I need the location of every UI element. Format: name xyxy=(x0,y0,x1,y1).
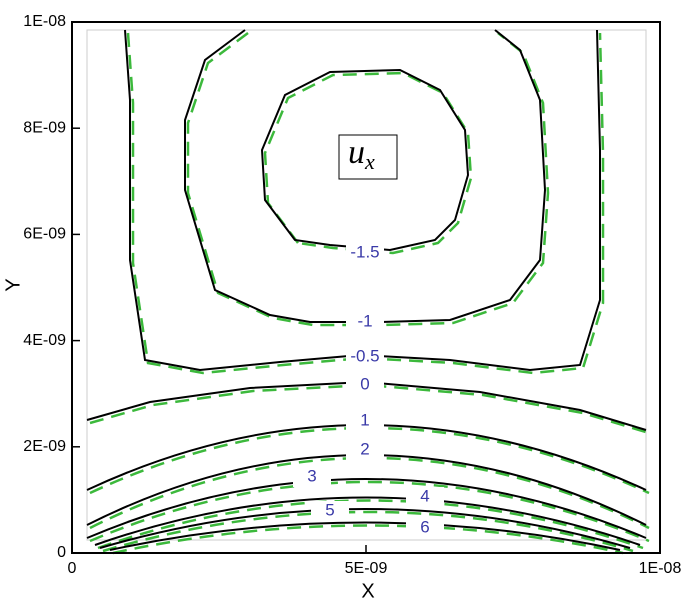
contour-line xyxy=(86,454,647,526)
contour-line xyxy=(97,499,644,550)
y-axis-title: Y xyxy=(2,278,24,291)
annotation-subscript: x xyxy=(364,149,375,174)
contour-line xyxy=(89,480,650,543)
contours: -1.5 -1 -0.5 0 1 2 3 4 5 6 xyxy=(86,29,650,555)
contour-label: 3 xyxy=(307,466,316,485)
x-axis-title: X xyxy=(361,580,374,602)
contour-label: 5 xyxy=(325,500,334,519)
contour-label: 2 xyxy=(360,439,369,458)
annotation-base: u xyxy=(348,134,365,171)
y-tick-label: 6E-09 xyxy=(23,226,66,243)
y-tick-label: 2E-09 xyxy=(23,438,66,455)
label-bg xyxy=(346,440,384,460)
label-bg xyxy=(406,487,444,507)
label-bg xyxy=(346,243,384,263)
x-tick-label: 0 xyxy=(68,560,77,577)
label-bg xyxy=(406,518,444,538)
contour-line xyxy=(99,508,631,549)
contour-line xyxy=(112,524,624,555)
contour-label: -0.5 xyxy=(350,346,379,365)
label-bg xyxy=(346,411,384,431)
label-bg xyxy=(311,501,349,521)
x-tick-label: 5E-09 xyxy=(345,560,388,577)
contour-line xyxy=(260,68,470,252)
x-tick-label: 1E-08 xyxy=(639,560,682,577)
contour-label: 0 xyxy=(360,374,369,393)
contour-label: 4 xyxy=(420,486,429,505)
contour-line xyxy=(263,71,473,255)
annotation: ux xyxy=(348,134,375,174)
label-bg xyxy=(346,347,384,367)
label-bg xyxy=(293,467,331,487)
contour-line xyxy=(109,521,621,551)
contour-line xyxy=(102,510,634,553)
y-tick-label: 8E-09 xyxy=(23,119,66,136)
y-tick-label: 4E-09 xyxy=(23,332,66,349)
label-bg xyxy=(346,375,384,395)
contour-line xyxy=(184,29,547,323)
domain-frame xyxy=(86,29,647,541)
label-bg xyxy=(346,312,384,332)
contour-label: -1.5 xyxy=(350,242,379,261)
y-tick-label: 1E-08 xyxy=(23,13,66,30)
contour-line xyxy=(89,456,650,530)
contour-label: 1 xyxy=(360,410,369,429)
contour-line xyxy=(86,478,647,539)
contour-label: -1 xyxy=(357,311,372,330)
annotation-box xyxy=(338,134,398,180)
contour-line xyxy=(126,32,605,375)
contour-line xyxy=(94,496,641,546)
y-tick-label: 0 xyxy=(57,544,66,561)
contour-label: 6 xyxy=(420,517,429,536)
plot-frame xyxy=(71,21,661,554)
